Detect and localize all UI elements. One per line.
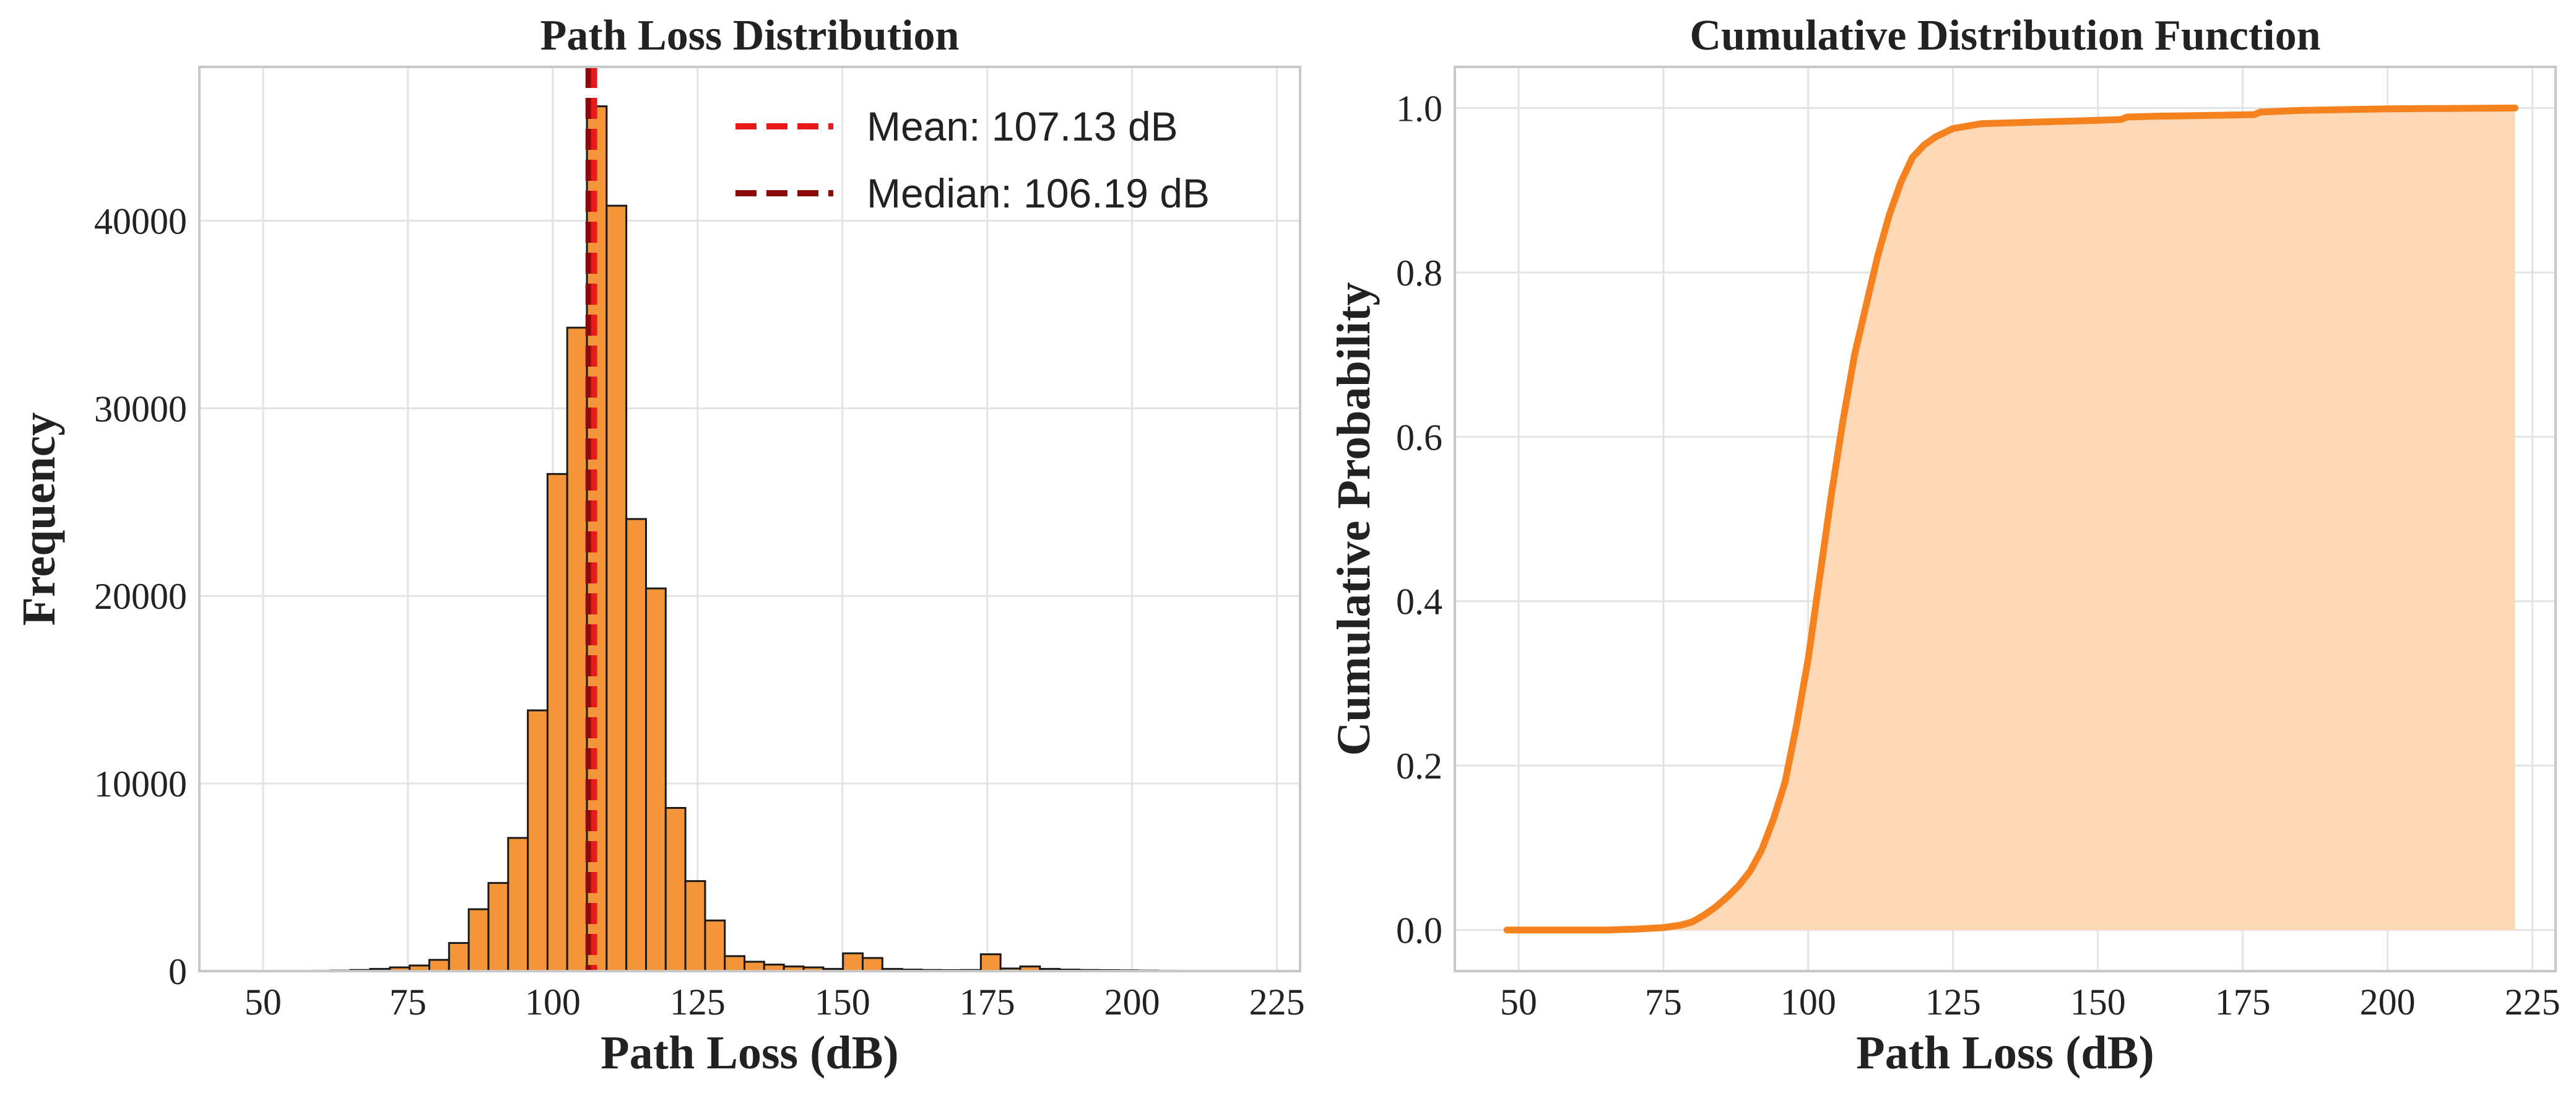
histogram-bar (724, 955, 746, 972)
x-tick-label: 175 (960, 982, 1015, 1023)
legend-mean-label: Mean: 107.13 dB (867, 103, 1178, 149)
y-tick-label: 0 (168, 951, 187, 992)
cdf-y-axis-label: Cumulative Probability (1328, 282, 1380, 756)
histogram-legend: Mean: 107.13 dB Median: 106.19 dB (735, 103, 1210, 216)
y-tick-label: 0.4 (1396, 582, 1442, 622)
histogram-bar (467, 908, 490, 972)
y-tick-label: 0.2 (1396, 746, 1442, 787)
x-tick-label: 150 (815, 982, 870, 1023)
histogram-bar (546, 473, 568, 972)
x-tick-label: 225 (2505, 982, 2561, 1023)
x-tick-label: 50 (245, 982, 282, 1023)
cdf-panel: 50 75 100 125 150 175 200 225 0.0 0.2 0.4 0.6 0.8 1.… (1328, 12, 2561, 1079)
histogram-bar (428, 959, 450, 972)
y-tick-label: 0.0 (1396, 910, 1442, 951)
x-tick-label: 150 (2070, 982, 2126, 1023)
histogram-reference-lines (585, 67, 597, 971)
histogram-bar (605, 204, 628, 972)
y-tick-label: 10000 (94, 764, 187, 805)
histogram-bar (625, 518, 647, 972)
histogram-plot-frame (198, 66, 1301, 972)
y-tick-label: 40000 (94, 201, 187, 242)
histogram-bar (507, 837, 529, 972)
cdf-line (1503, 104, 2518, 934)
histogram-title: Path Loss Distribution (540, 12, 960, 59)
histogram-bar (487, 882, 510, 972)
x-tick-label: 225 (1249, 982, 1305, 1023)
cdf-title: Cumulative Distribution Function (1690, 12, 2321, 59)
histogram-bar (861, 957, 883, 972)
x-tick-label: 100 (525, 982, 581, 1023)
x-tick-label: 175 (2215, 982, 2271, 1023)
histogram-y-axis-label: Frequency (13, 412, 65, 626)
histogram-y-ticks: 0 10000 20000 30000 40000 (94, 201, 187, 992)
y-tick-label: 20000 (94, 576, 187, 617)
histogram-bar (744, 961, 765, 972)
histogram-bar (979, 953, 1002, 972)
histogram-bar (842, 952, 864, 972)
histogram-bar (448, 942, 470, 972)
histogram-bar (527, 709, 549, 972)
x-tick-label: 200 (1104, 982, 1160, 1023)
x-tick-label: 75 (1645, 982, 1682, 1023)
cdf-area-fill (1507, 108, 2515, 930)
x-tick-label: 75 (389, 982, 427, 1023)
histogram-bar (704, 919, 726, 972)
cdf-x-axis-label: Path Loss (dB) (1856, 1027, 2154, 1079)
histogram-bar (684, 880, 706, 972)
histogram-x-axis-label: Path Loss (dB) (601, 1027, 898, 1079)
histogram-x-ticks: 50 75 100 125 150 175 200 225 (245, 982, 1305, 1023)
x-tick-label: 50 (1500, 982, 1537, 1023)
x-tick-label: 200 (2360, 982, 2416, 1023)
y-tick-label: 1.0 (1396, 88, 1442, 129)
histogram-bar (644, 587, 667, 972)
cdf-x-ticks: 50 75 100 125 150 175 200 225 (1500, 982, 2561, 1023)
histogram-bar (664, 806, 687, 972)
x-tick-label: 125 (1925, 982, 1981, 1023)
x-tick-label: 125 (670, 982, 726, 1023)
histogram-bar (566, 326, 588, 972)
y-tick-label: 0.6 (1396, 417, 1442, 458)
legend-median-label: Median: 106.19 dB (867, 170, 1210, 216)
x-tick-label: 100 (1780, 982, 1836, 1023)
y-tick-label: 30000 (94, 388, 187, 429)
y-tick-label: 0.8 (1396, 253, 1442, 294)
histogram-panel: 50 75 100 125 150 175 200 225 0 10000 20000 30000 4… (13, 12, 1305, 1079)
cdf-plot-frame (1454, 66, 2557, 972)
cdf-y-ticks: 0.0 0.2 0.4 0.6 0.8 1.0 (1396, 88, 1442, 951)
